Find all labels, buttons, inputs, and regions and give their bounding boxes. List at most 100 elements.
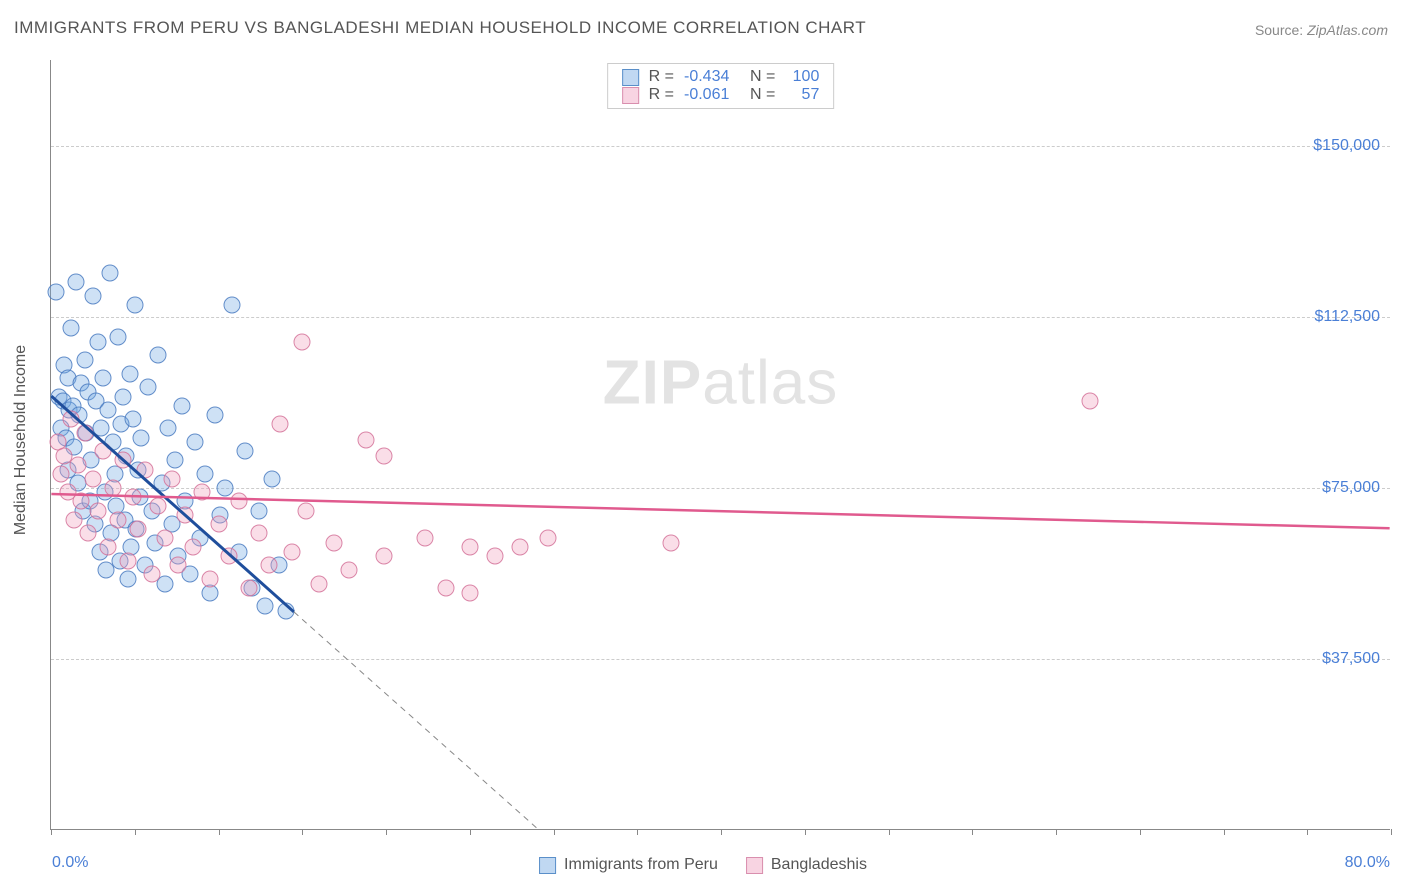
gridline (51, 317, 1390, 318)
data-point (99, 539, 116, 556)
x-tick (721, 829, 722, 835)
data-point (115, 452, 132, 469)
x-tick (1056, 829, 1057, 835)
plot-area: ZIPatlas R =-0.434 N =100 R =-0.061 N =5… (50, 60, 1390, 830)
x-tick (972, 829, 973, 835)
data-point (140, 379, 157, 396)
data-point (376, 548, 393, 565)
data-point (76, 425, 93, 442)
data-point (240, 580, 257, 597)
data-point (237, 443, 254, 460)
data-point (115, 388, 132, 405)
data-point (540, 529, 557, 546)
data-point (166, 452, 183, 469)
x-tick (1224, 829, 1225, 835)
data-point (120, 571, 137, 588)
watermark: ZIPatlas (603, 347, 838, 418)
data-point (125, 488, 142, 505)
data-point (461, 584, 478, 601)
data-point (173, 397, 190, 414)
x-tick (219, 829, 220, 835)
data-point (260, 557, 277, 574)
y-tick-label: $112,500 (1314, 308, 1380, 326)
data-point (357, 431, 374, 448)
data-point (185, 539, 202, 556)
data-point (89, 502, 106, 519)
data-point (48, 283, 65, 300)
x-tick (470, 829, 471, 835)
data-point (220, 548, 237, 565)
data-point (257, 598, 274, 615)
data-point (197, 466, 214, 483)
data-point (104, 479, 121, 496)
x-tick (386, 829, 387, 835)
y-axis-label: Median Household Income (12, 345, 30, 535)
data-point (63, 320, 80, 337)
data-point (187, 434, 204, 451)
data-point (89, 333, 106, 350)
legend-swatch-pink (622, 87, 639, 104)
data-point (311, 575, 328, 592)
data-point (120, 552, 137, 569)
gridline (51, 146, 1390, 147)
data-point (156, 529, 173, 546)
data-point (125, 411, 142, 428)
legend-swatch-blue-icon (539, 857, 556, 874)
data-point (438, 580, 455, 597)
data-point (341, 561, 358, 578)
data-point (121, 365, 138, 382)
data-point (160, 420, 177, 437)
legend-item-bangladeshi: Bangladeshis (746, 856, 867, 874)
data-point (73, 493, 90, 510)
source-attribution: Source: ZipAtlas.com (1255, 22, 1388, 38)
data-point (277, 602, 294, 619)
series-legend: Immigrants from Peru Bangladeshis (539, 856, 867, 874)
data-point (163, 470, 180, 487)
data-point (136, 461, 153, 478)
data-point (53, 466, 70, 483)
x-axis-max-label: 80.0% (1345, 854, 1390, 872)
trend-lines (51, 60, 1390, 829)
data-point (126, 297, 143, 314)
data-point (217, 479, 234, 496)
data-point (264, 470, 281, 487)
legend-item-peru: Immigrants from Peru (539, 856, 718, 874)
data-point (326, 534, 343, 551)
y-tick-label: $150,000 (1313, 137, 1380, 155)
data-point (150, 498, 167, 515)
correlation-legend: R =-0.434 N =100 R =-0.061 N =57 (607, 63, 835, 109)
data-point (272, 415, 289, 432)
data-point (230, 493, 247, 510)
data-point (94, 370, 111, 387)
data-point (284, 543, 301, 560)
x-tick (1307, 829, 1308, 835)
y-tick-label: $37,500 (1322, 650, 1380, 668)
x-tick (637, 829, 638, 835)
data-point (99, 402, 116, 419)
x-tick (805, 829, 806, 835)
data-point (150, 347, 167, 364)
data-point (110, 511, 127, 528)
data-point (84, 288, 101, 305)
data-point (250, 502, 267, 519)
data-point (1081, 393, 1098, 410)
data-point (193, 484, 210, 501)
chart-title: IMMIGRANTS FROM PERU VS BANGLADESHI MEDI… (14, 18, 866, 38)
data-point (294, 333, 311, 350)
data-point (376, 447, 393, 464)
data-point (512, 539, 529, 556)
data-point (63, 411, 80, 428)
data-point (94, 443, 111, 460)
legend-swatch-pink-icon (746, 857, 763, 874)
data-point (69, 456, 86, 473)
data-point (76, 352, 93, 369)
legend-swatch-blue (622, 69, 639, 86)
data-point (79, 525, 96, 542)
data-point (202, 571, 219, 588)
data-point (297, 502, 314, 519)
data-point (210, 516, 227, 533)
gridline (51, 488, 1390, 489)
data-point (662, 534, 679, 551)
data-point (250, 525, 267, 542)
x-tick (1391, 829, 1392, 835)
